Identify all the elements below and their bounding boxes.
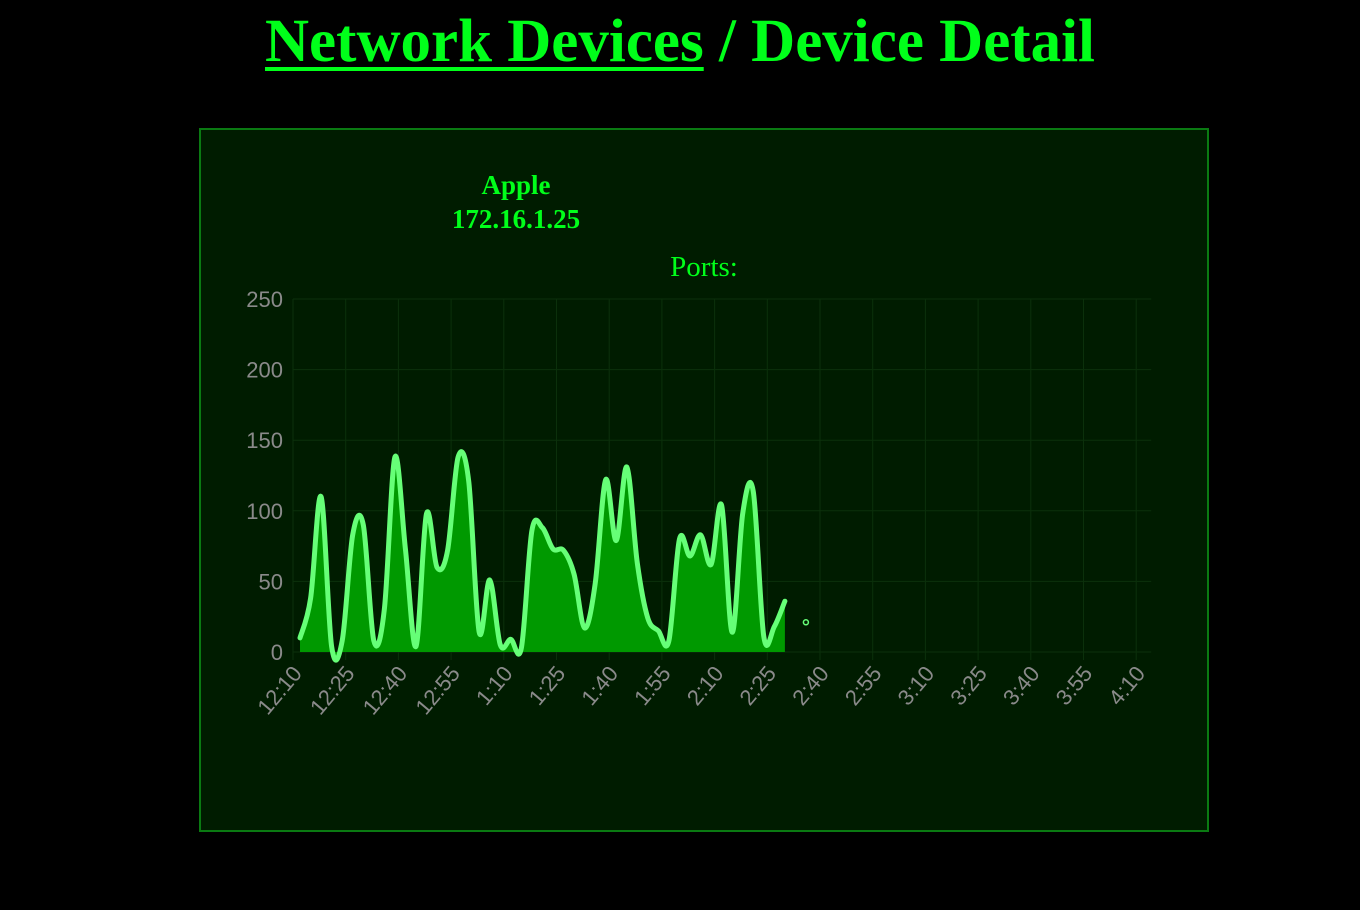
data-point	[404, 547, 408, 551]
data-point	[383, 608, 387, 612]
y-tick-label: 150	[246, 428, 283, 453]
data-point	[741, 512, 745, 516]
data-point	[362, 523, 366, 527]
x-tick-label: 12:40	[358, 661, 413, 719]
data-point	[583, 626, 587, 630]
data-point	[614, 539, 618, 543]
data-point	[414, 645, 418, 649]
x-tick-label: 12:25	[305, 661, 360, 719]
y-tick-label: 100	[246, 499, 283, 524]
data-point	[625, 465, 629, 469]
y-tick-label: 0	[271, 640, 283, 665]
breadcrumb-link-network-devices[interactable]: Network Devices	[265, 8, 704, 75]
data-point	[709, 563, 713, 567]
data-point	[751, 489, 755, 493]
data-point	[657, 629, 661, 633]
data-point	[467, 479, 471, 483]
data-point	[330, 645, 334, 649]
y-tick-label: 200	[246, 358, 283, 383]
data-point	[783, 599, 787, 603]
data-point	[730, 630, 734, 634]
x-tick-label: 4:10	[1103, 661, 1150, 710]
data-point	[456, 455, 460, 459]
data-point	[572, 573, 576, 577]
page-title: Device Detail	[751, 8, 1095, 75]
data-point	[530, 529, 534, 533]
data-point	[351, 533, 355, 537]
data-point	[562, 549, 566, 553]
data-point	[309, 597, 313, 601]
y-tick-label: 50	[259, 569, 283, 594]
x-tick-label: 1:55	[629, 661, 676, 710]
data-point	[435, 566, 439, 570]
data-point	[688, 554, 692, 558]
data-point	[699, 533, 703, 537]
x-tick-label: 2:40	[787, 661, 834, 710]
data-point	[593, 582, 597, 586]
data-point	[646, 616, 650, 620]
data-point	[803, 620, 808, 625]
data-point	[551, 547, 555, 551]
data-point	[319, 495, 323, 499]
data-point	[509, 638, 513, 642]
data-point	[604, 478, 608, 482]
data-point	[425, 512, 429, 516]
x-tick-label: 3:40	[998, 661, 1045, 710]
x-tick-label: 3:55	[1051, 661, 1098, 710]
page-header: Network Devices / Device Detail	[0, 6, 1360, 78]
data-point	[762, 635, 766, 639]
data-point	[636, 561, 640, 565]
data-point	[773, 625, 777, 629]
x-tick-label: 2:10	[682, 661, 729, 710]
data-point	[541, 526, 545, 530]
x-tick-label: 1:40	[576, 661, 623, 710]
breadcrumb-separator: /	[704, 8, 751, 75]
x-tick-label: 12:10	[252, 661, 307, 719]
data-point	[520, 646, 524, 650]
data-point	[372, 639, 376, 643]
x-tick-label: 3:25	[945, 661, 992, 710]
x-tick-label: 1:25	[524, 661, 571, 710]
data-point	[477, 630, 481, 634]
x-tick-label: 2:25	[734, 661, 781, 710]
data-point	[720, 503, 724, 507]
x-tick-label: 2:55	[840, 661, 887, 710]
data-point	[446, 549, 450, 553]
data-point	[488, 578, 492, 582]
data-point	[393, 455, 397, 459]
data-point	[667, 639, 671, 643]
data-point	[678, 537, 682, 541]
data-point	[340, 639, 344, 643]
x-tick-label: 3:10	[893, 661, 940, 710]
x-tick-label: 1:10	[471, 661, 518, 710]
data-point	[499, 643, 503, 647]
y-tick-label: 250	[246, 287, 283, 312]
device-detail-panel: Apple 172.16.1.25 Ports: 0 50 100 150 200 250…	[199, 128, 1209, 832]
x-tick-label: 12:55	[410, 661, 465, 719]
data-point	[298, 636, 302, 640]
